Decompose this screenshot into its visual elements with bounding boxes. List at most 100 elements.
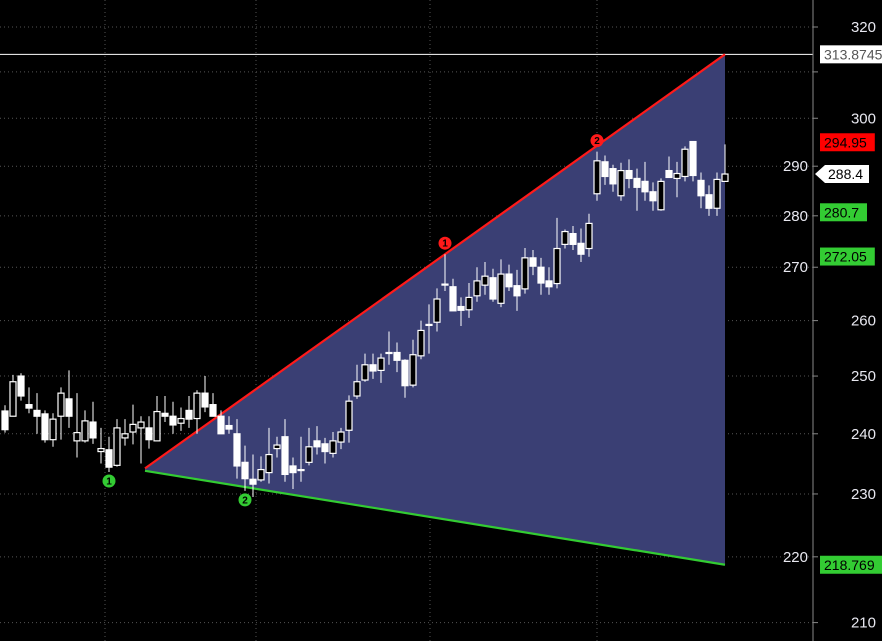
- candle-down: [513, 269, 521, 311]
- price-badge-label: 294.95: [824, 134, 867, 150]
- axis-tick-label: 260: [851, 313, 876, 330]
- candle-down: [209, 393, 217, 417]
- price-badge: 294.95: [820, 133, 875, 152]
- candle-up: [353, 364, 361, 399]
- candle-body: [601, 161, 609, 178]
- price-badge: 280.7: [820, 203, 867, 222]
- axis-tick-label: 240: [851, 426, 876, 443]
- candle-body: [313, 440, 321, 448]
- candle-body: [529, 257, 537, 267]
- candle-down: [601, 155, 609, 185]
- axis-tick-label: 280: [783, 208, 808, 225]
- candle-body: [633, 177, 641, 188]
- candle-down: [609, 164, 617, 192]
- candle-body: [81, 420, 89, 442]
- candle-body: [9, 381, 17, 417]
- candle-up: [417, 320, 425, 360]
- candle-down: [689, 140, 697, 182]
- candle-down: [641, 161, 649, 201]
- candle-up: [177, 407, 185, 431]
- candle-down: [665, 156, 673, 179]
- candle-down: [185, 395, 193, 428]
- candle-up: [657, 178, 665, 211]
- candle-down: [321, 437, 329, 464]
- pivot-marker-label: 1: [442, 239, 448, 250]
- candle-body: [41, 413, 49, 441]
- candle-up: [305, 427, 313, 466]
- candle-up: [617, 162, 625, 201]
- candle-body: [417, 329, 425, 357]
- pivot-marker-circle: [102, 474, 116, 488]
- candle-body: [193, 392, 201, 420]
- candle-body: [369, 364, 377, 372]
- candle-body: [137, 421, 145, 429]
- candle-up: [121, 419, 129, 446]
- candle-down: [393, 342, 401, 373]
- candle-body: [121, 433, 129, 439]
- axis-tick-label: 270: [783, 259, 808, 276]
- candle-down: [169, 401, 177, 434]
- candle-down: [225, 416, 233, 434]
- candle-body: [561, 230, 569, 245]
- price-badge-label: 313.8745: [824, 46, 882, 62]
- candle-down: [65, 370, 73, 428]
- candle-up: [553, 217, 561, 289]
- candle-up: [193, 390, 201, 434]
- candle-body: [673, 172, 681, 180]
- candle-body: [1, 410, 9, 431]
- candle-body: [425, 323, 433, 327]
- candle-body: [489, 277, 497, 300]
- candle-up: [97, 427, 105, 464]
- candle-body: [201, 392, 209, 408]
- candle-body: [225, 424, 233, 430]
- candle-down: [569, 225, 577, 251]
- candle-body: [129, 423, 137, 433]
- candle-body: [265, 453, 273, 474]
- candle-down: [201, 376, 209, 413]
- candle-up: [129, 404, 137, 445]
- axis-tick-label: 320: [851, 19, 876, 36]
- candle-down: [489, 268, 497, 302]
- triangle-pattern: [0, 53, 813, 566]
- candle-up: [265, 427, 273, 484]
- candle-body: [401, 359, 409, 387]
- price-badge: 272.05: [820, 247, 875, 266]
- candle-up: [57, 387, 65, 440]
- candle-body: [641, 180, 649, 193]
- candle-down: [145, 416, 153, 449]
- candle-body: [457, 305, 465, 311]
- candle-down: [633, 168, 641, 211]
- candle-down: [281, 419, 289, 482]
- upper-trendline: [144, 53, 726, 470]
- candle-body: [449, 286, 457, 312]
- current-price-arrow: [815, 165, 869, 184]
- candle-body: [353, 381, 361, 397]
- candle-up: [329, 432, 337, 458]
- candle-down: [249, 454, 257, 498]
- candle-body: [377, 357, 385, 372]
- candle-up: [377, 353, 385, 383]
- candle-body: [257, 468, 265, 481]
- candle-body: [65, 398, 73, 417]
- price-axis[interactable]: 320 300 290 280 270 260 250 240 230 220 210: [783, 0, 876, 641]
- candle-body: [465, 296, 473, 311]
- candle-body: [97, 447, 105, 453]
- candle-up: [425, 304, 433, 354]
- price-badge-label: 272.05: [824, 249, 867, 265]
- candle-body: [481, 275, 489, 286]
- candle-body: [209, 404, 217, 417]
- candle-body: [521, 257, 529, 290]
- candle-body: [233, 433, 241, 467]
- current-price-label: 288.4: [828, 166, 863, 182]
- pivot-marker: 2: [590, 134, 604, 148]
- candle-down: [105, 436, 113, 473]
- candle-down: [161, 395, 169, 423]
- candle-body: [361, 364, 369, 381]
- price-badges: 313.8745 294.95 288.4 280.7 272.05 218.769: [815, 45, 882, 574]
- candle-body: [665, 169, 673, 179]
- candle-body: [577, 242, 585, 255]
- axis-tick-label: 300: [851, 110, 876, 127]
- candle-up: [385, 331, 393, 365]
- pivot-marker-circle: [238, 493, 252, 507]
